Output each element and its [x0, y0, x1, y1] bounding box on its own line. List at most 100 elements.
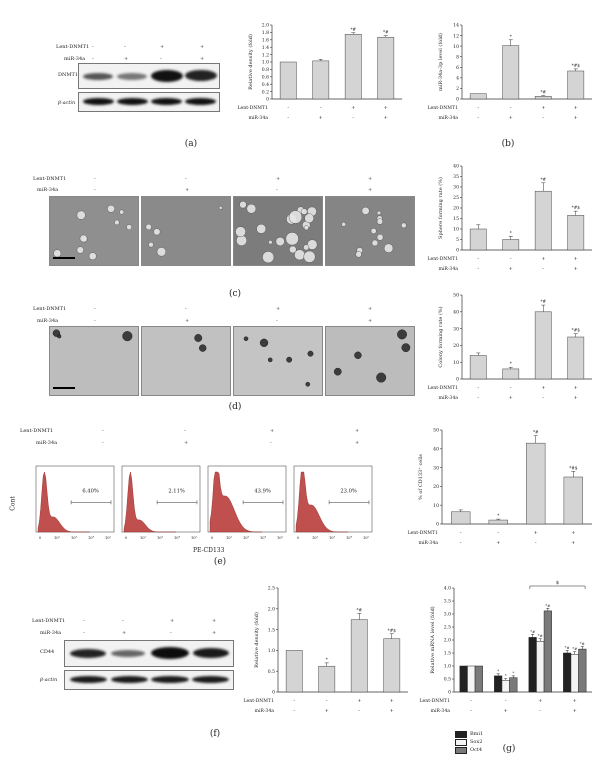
lent-row-label: Lent-DNMT1 — [407, 530, 438, 536]
flow-histogram-3: 43.9% 0 10² 10³ 10⁴ 10⁵ — [207, 465, 287, 540]
y-tick-label: 50 — [453, 293, 459, 299]
cell-field — [145, 206, 223, 257]
x-tick-label: 0 — [125, 536, 128, 540]
significance-label: *#$ — [572, 205, 581, 210]
sign: - — [542, 266, 544, 272]
significance-label: * — [497, 668, 499, 673]
sign: + — [384, 115, 388, 121]
y-axis-label: Colony forming rate (%) — [437, 306, 444, 367]
cell-field — [194, 334, 207, 352]
actin-blot-label: β-actin — [40, 677, 58, 683]
sign: + — [574, 115, 578, 121]
colony — [376, 372, 387, 383]
y-axis-label: % of CD133⁺ cells — [418, 454, 424, 500]
y-tick-label: 1.0 — [262, 60, 269, 66]
colony — [52, 329, 61, 337]
mir-row-label: miR-34a — [36, 440, 58, 446]
legend-swatch — [455, 730, 467, 738]
sphere — [126, 224, 133, 230]
sphere — [235, 226, 246, 238]
sphere — [88, 252, 97, 261]
y-tick-label: 20 — [433, 484, 439, 490]
sign: - — [94, 176, 96, 182]
y-tick-label: 15 — [453, 216, 459, 222]
colony-image — [233, 326, 323, 396]
sphere — [361, 206, 370, 215]
sphere — [285, 232, 299, 246]
significance-label: * — [510, 230, 513, 235]
y-tick-label: 0 — [456, 248, 459, 254]
sign: + — [509, 115, 513, 121]
sign: - — [505, 698, 507, 704]
legend-label: Bmi1 — [470, 731, 484, 737]
y-tick-label: 50 — [433, 428, 439, 434]
chart-b: 0 2 4 6 8 10 12 14 miR-34a-3p level (fold) * *# *#$… — [427, 23, 592, 121]
flow-histogram-4: 23.0% 0 10² 10³ 10⁴ 10⁵ — [293, 465, 373, 540]
y-tick-label: 0.6 — [262, 75, 269, 81]
gate-percent: 2.11% — [168, 488, 185, 494]
bar — [563, 476, 583, 525]
bar — [494, 675, 503, 693]
bar — [474, 665, 483, 693]
sign: + — [212, 618, 217, 624]
colony — [305, 381, 311, 387]
sign: + — [574, 395, 578, 401]
significance-label: * — [497, 513, 500, 518]
sign: - — [170, 630, 172, 636]
y-tick-label: 30 — [453, 185, 459, 191]
sign: + — [574, 105, 578, 111]
sign: - — [358, 708, 360, 714]
sign: + — [574, 266, 578, 272]
sign: - — [102, 428, 104, 434]
bar — [534, 311, 552, 380]
y-tick-label: 1.5 — [268, 627, 275, 633]
y-tick-label: 40 — [453, 164, 459, 170]
colony — [354, 351, 362, 359]
significance-label: *#$ — [572, 328, 581, 333]
sphere — [370, 228, 377, 235]
sign: + — [573, 698, 577, 704]
x-tick-label: 0 — [211, 536, 214, 540]
sign: - — [102, 440, 104, 446]
lent-row-label: Lent-DNMT1 — [33, 176, 67, 182]
y-tick-label: 0.8 — [262, 67, 269, 73]
bar — [502, 45, 520, 100]
legend-label: Sox2 — [470, 739, 483, 745]
sign: - — [477, 385, 479, 391]
cd44-blot — [64, 640, 234, 667]
sphere-image — [49, 196, 139, 266]
y-tick-label: 25 — [453, 195, 459, 201]
sphere — [246, 203, 257, 214]
sign: + — [368, 187, 373, 193]
y-tick-label: 10 — [433, 503, 439, 509]
sign: - — [352, 115, 354, 121]
sign: - — [477, 395, 479, 401]
y-tick-label: 1.8 — [262, 30, 269, 36]
sphere — [355, 251, 362, 258]
sign: + — [571, 530, 575, 536]
sign: + — [355, 440, 360, 446]
sphere — [148, 241, 154, 248]
sign: + — [504, 708, 508, 714]
sign: + — [573, 708, 577, 714]
bar — [469, 355, 487, 380]
colony — [397, 329, 407, 340]
panel-letter-c: (c) — [228, 289, 242, 299]
cell-field — [235, 201, 318, 264]
x-tick-label: 10⁵ — [105, 536, 112, 540]
bar — [567, 336, 585, 380]
flow-x-label: PE-CD133 — [193, 547, 225, 554]
flow-y-label: Cont — [9, 496, 17, 511]
significance-label: * — [512, 670, 514, 675]
mir-row-label: miR-34a — [64, 56, 86, 62]
sphere — [119, 209, 125, 215]
x-tick-label: 10³ — [329, 536, 336, 540]
sphere — [256, 223, 267, 234]
sign: - — [470, 708, 472, 714]
sign: - — [94, 318, 96, 324]
y-tick-label: 1.4 — [262, 45, 269, 51]
bar — [563, 652, 572, 693]
colony — [122, 331, 133, 342]
sign: - — [160, 56, 162, 62]
